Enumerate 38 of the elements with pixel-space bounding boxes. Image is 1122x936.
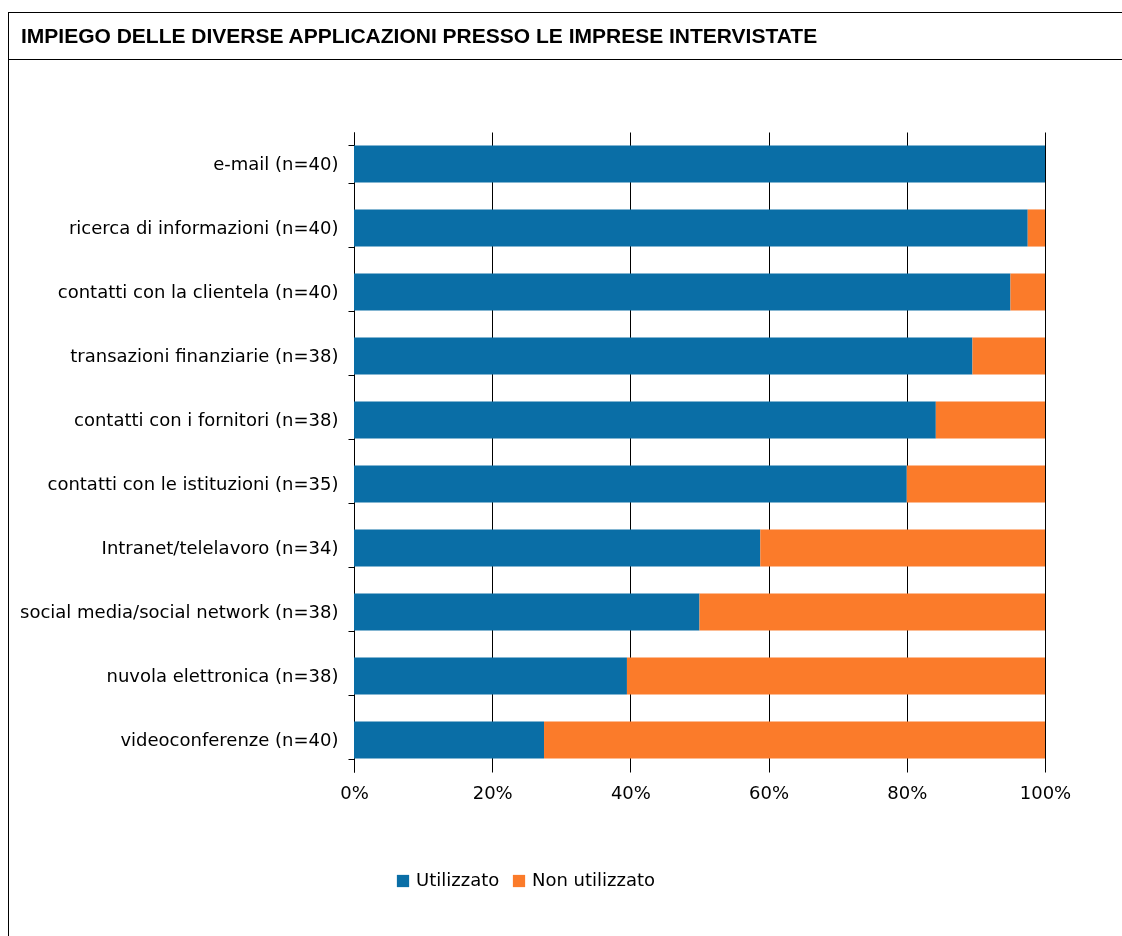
chart-title: IMPIEGO DELLE DIVERSE APPLICAZIONI PRESSO LE IMPRESE INTERVISTATE (9, 13, 1122, 60)
x-tick-label: 60% (749, 781, 790, 803)
x-tick-label: 80% (887, 781, 928, 803)
y-tick-label: contatti con la clientela (n=40) (57, 280, 339, 302)
bar (354, 273, 1011, 311)
y-tick-label: Intranet/telelavoro (n=34) (101, 536, 339, 558)
bar (354, 593, 700, 631)
y-tick-label: nuvola elettronica (n=38) (106, 664, 339, 686)
bar (906, 465, 1045, 503)
bar (354, 209, 1028, 247)
bar (354, 465, 907, 503)
x-tick-label: 100% (1019, 781, 1072, 803)
y-tick-label: videoconferenze (n=40) (120, 728, 339, 750)
bar (354, 337, 973, 375)
y-tick-label: social media/social network (n=38) (20, 600, 339, 622)
x-tick-label: 40% (610, 781, 651, 803)
legend-label: Non utilizzato (532, 869, 656, 890)
y-tick-label: transazioni finanziarie (n=38) (70, 344, 339, 366)
y-tick-label: contatti con i fornitori (n=38) (74, 408, 339, 430)
bar (1027, 209, 1045, 247)
bar (354, 401, 936, 439)
bar (354, 529, 761, 567)
bar (699, 593, 1045, 631)
legend-label: Utilizzato (416, 869, 500, 890)
y-tick-label: contatti con le istituzioni (n=35) (47, 472, 339, 494)
bar (760, 529, 1045, 567)
y-tick-label: ricerca di informazioni (n=40) (68, 216, 339, 238)
bar (544, 721, 1045, 759)
bar (626, 657, 1045, 695)
bar (354, 145, 1045, 183)
y-tick-label: e-mail (n=40) (213, 152, 339, 174)
bar (972, 337, 1045, 375)
x-tick-label: 20% (472, 781, 513, 803)
bar (354, 721, 545, 759)
bar (354, 657, 627, 695)
x-tick-label: 0% (340, 781, 369, 803)
bar (1010, 273, 1045, 311)
bar (935, 401, 1045, 439)
